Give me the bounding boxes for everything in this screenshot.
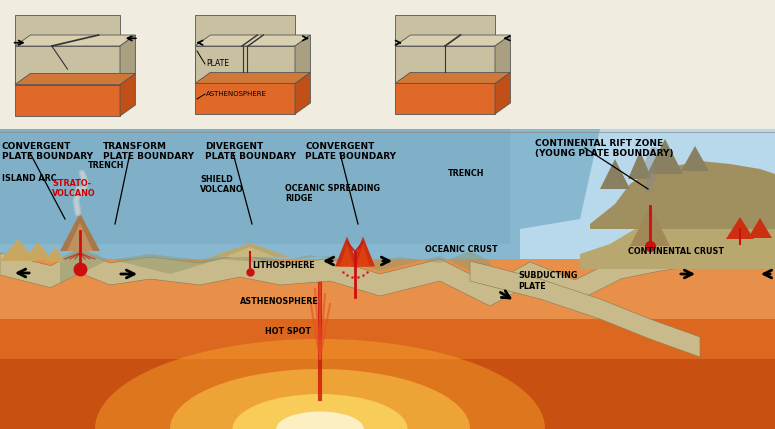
FancyBboxPatch shape xyxy=(0,259,775,319)
Text: SHIELD
VOLCANO: SHIELD VOLCANO xyxy=(200,175,243,194)
Polygon shape xyxy=(395,35,511,46)
FancyBboxPatch shape xyxy=(15,46,120,85)
FancyBboxPatch shape xyxy=(195,46,295,83)
FancyBboxPatch shape xyxy=(0,0,775,134)
Ellipse shape xyxy=(95,339,545,429)
Polygon shape xyxy=(600,159,630,189)
Text: OCEANIC SPREADING
RIDGE: OCEANIC SPREADING RIDGE xyxy=(285,184,380,203)
Polygon shape xyxy=(225,247,275,257)
Text: DIVERGENT
PLATE BOUNDARY: DIVERGENT PLATE BOUNDARY xyxy=(205,142,296,161)
FancyBboxPatch shape xyxy=(0,129,775,259)
FancyBboxPatch shape xyxy=(0,284,775,429)
Polygon shape xyxy=(67,223,93,251)
Text: LITHOSPHERE: LITHOSPHERE xyxy=(252,262,315,271)
FancyBboxPatch shape xyxy=(395,83,495,114)
Polygon shape xyxy=(210,243,290,257)
Text: ASTHENOSPHERE: ASTHENOSPHERE xyxy=(240,297,319,306)
Polygon shape xyxy=(340,245,354,266)
Text: TRENCH: TRENCH xyxy=(448,169,484,178)
FancyBboxPatch shape xyxy=(395,15,495,83)
FancyBboxPatch shape xyxy=(0,129,775,429)
Polygon shape xyxy=(395,73,511,83)
Polygon shape xyxy=(295,73,311,114)
Polygon shape xyxy=(120,35,136,85)
Text: CONVERGENT
PLATE BOUNDARY: CONVERGENT PLATE BOUNDARY xyxy=(2,142,93,161)
Polygon shape xyxy=(195,73,311,83)
Polygon shape xyxy=(630,206,670,246)
FancyBboxPatch shape xyxy=(15,15,120,85)
FancyBboxPatch shape xyxy=(195,83,295,114)
Polygon shape xyxy=(726,217,754,239)
Text: CONTINENTAL CRUST: CONTINENTAL CRUST xyxy=(628,247,724,256)
Polygon shape xyxy=(0,238,775,305)
Ellipse shape xyxy=(232,394,408,429)
Polygon shape xyxy=(356,245,370,266)
Polygon shape xyxy=(0,129,600,259)
Text: TRENCH: TRENCH xyxy=(88,161,125,170)
FancyBboxPatch shape xyxy=(195,15,295,83)
Polygon shape xyxy=(15,35,136,46)
Polygon shape xyxy=(195,35,311,46)
FancyBboxPatch shape xyxy=(0,129,510,244)
Text: ISLAND ARC: ISLAND ARC xyxy=(2,174,57,183)
Polygon shape xyxy=(495,73,511,114)
Text: OCEANIC CRUST: OCEANIC CRUST xyxy=(425,245,498,254)
Text: ASTHENOSPHERE: ASTHENOSPHERE xyxy=(206,91,267,97)
Polygon shape xyxy=(15,73,136,85)
Polygon shape xyxy=(120,73,136,116)
Polygon shape xyxy=(45,247,65,262)
Polygon shape xyxy=(335,236,359,266)
Polygon shape xyxy=(60,248,490,284)
Text: SUBDUCTING
PLATE: SUBDUCTING PLATE xyxy=(518,271,577,291)
Polygon shape xyxy=(628,151,652,179)
Ellipse shape xyxy=(170,369,470,429)
Polygon shape xyxy=(590,161,775,229)
Text: PLATE: PLATE xyxy=(206,60,229,69)
Text: CONTINENTAL RIFT ZONE
(YOUNG PLATE BOUNDARY): CONTINENTAL RIFT ZONE (YOUNG PLATE BOUND… xyxy=(535,139,673,158)
Text: HOT SPOT: HOT SPOT xyxy=(265,326,311,335)
Polygon shape xyxy=(470,261,700,357)
Polygon shape xyxy=(495,35,511,83)
Polygon shape xyxy=(748,218,772,238)
Polygon shape xyxy=(647,139,683,174)
FancyBboxPatch shape xyxy=(395,46,495,83)
FancyBboxPatch shape xyxy=(0,259,775,359)
Polygon shape xyxy=(60,213,100,251)
Ellipse shape xyxy=(276,411,363,429)
Text: TRANSFORM
PLATE BOUNDARY: TRANSFORM PLATE BOUNDARY xyxy=(103,142,194,161)
FancyBboxPatch shape xyxy=(15,85,120,116)
Polygon shape xyxy=(295,35,311,83)
Polygon shape xyxy=(24,242,52,260)
Text: STRATO-
VOLCANO: STRATO- VOLCANO xyxy=(52,179,95,198)
Text: CONVERGENT
PLATE BOUNDARY: CONVERGENT PLATE BOUNDARY xyxy=(305,142,396,161)
Polygon shape xyxy=(351,236,375,266)
Polygon shape xyxy=(580,204,775,269)
Polygon shape xyxy=(0,239,36,261)
Polygon shape xyxy=(681,146,709,171)
